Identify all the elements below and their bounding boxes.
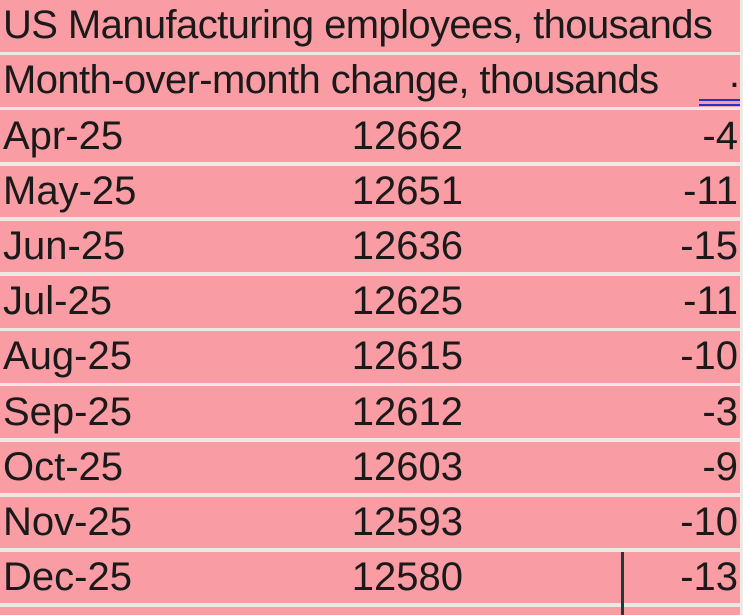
table-row: Dec-25 12580 -13 [0,551,743,604]
table-title[interactable]: US Manufacturing employees, thousands [3,3,713,48]
employees-cell[interactable]: 12580 [351,555,463,600]
table-row: Jun-25 12636 -15 [0,220,743,273]
employees-cell[interactable]: 12612 [351,389,463,434]
change-cell[interactable]: -4 [702,113,738,158]
month-cell[interactable]: Dec-25 [3,555,132,600]
change-cell[interactable]: -11 [683,168,738,213]
month-cell[interactable]: Aug-25 [3,334,132,379]
change-cell[interactable]: -15 [680,224,738,269]
header-row-subtitle: Month-over-month change, thousands . [0,55,743,107]
table-row: Jul-25 12625 -11 [0,275,743,328]
table-row: Sep-25 12612 -3 [0,386,743,438]
column-grid-line [740,0,743,615]
table-row: Apr-25 12662 -4 [0,110,743,162]
table-row: Oct-25 12603 -9 [0,441,743,494]
change-cell[interactable]: -9 [702,444,738,489]
partial-row [0,607,743,615]
table-row: Aug-25 12615 -10 [0,331,743,383]
change-cell[interactable]: -11 [683,279,738,324]
month-cell[interactable]: Jun-25 [3,224,126,269]
hyperlink-fragment[interactable]: . [699,55,740,106]
employees-cell[interactable]: 12651 [351,168,463,213]
month-cell[interactable]: Sep-25 [3,389,132,434]
month-cell[interactable]: Jul-25 [3,279,112,324]
change-cell[interactable]: -10 [680,499,738,544]
employees-cell[interactable]: 12603 [351,444,463,489]
table-row: May-25 12651 -11 [0,165,743,218]
month-cell[interactable]: Nov-25 [3,499,132,544]
month-cell[interactable]: Apr-25 [3,113,124,158]
header-row-title: US Manufacturing employees, thousands [0,0,743,52]
employees-cell[interactable]: 12615 [351,334,463,379]
month-cell[interactable]: Oct-25 [3,444,124,489]
employees-cell[interactable]: 12625 [351,279,463,324]
table-subtitle[interactable]: Month-over-month change, thousands [3,58,659,103]
table-row: Nov-25 12593 -10 [0,496,743,549]
employees-cell[interactable]: 12662 [351,113,463,158]
change-cell[interactable]: -13 [680,555,738,600]
cell-selection-border [621,552,624,615]
change-cell[interactable]: -10 [680,334,738,379]
employees-cell[interactable]: 12593 [351,499,463,544]
change-cell[interactable]: -3 [702,389,738,434]
month-cell[interactable]: May-25 [3,168,137,213]
employees-cell[interactable]: 12636 [351,224,463,269]
